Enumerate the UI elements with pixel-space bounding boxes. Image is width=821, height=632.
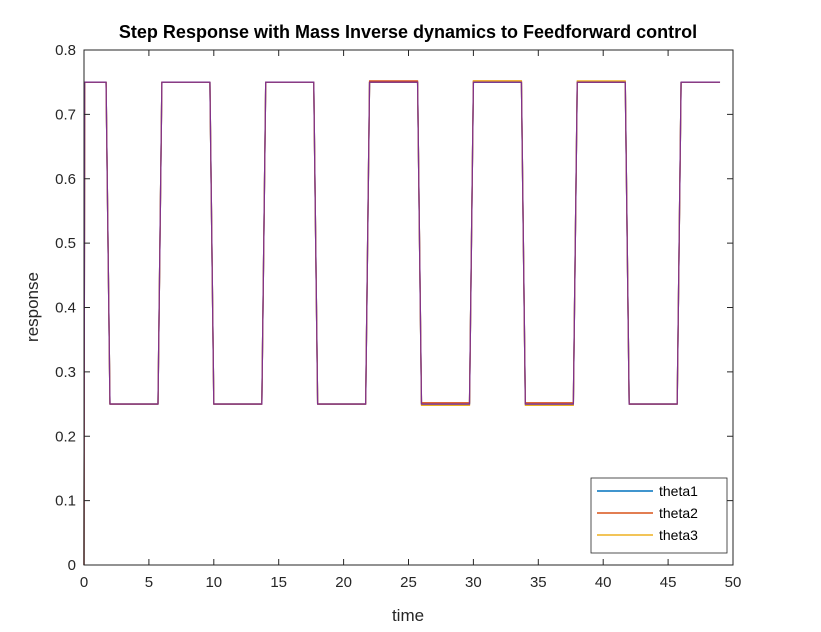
x-tick-label: 0 [80, 574, 88, 591]
chart-title: Step Response with Mass Inverse dynamics… [119, 22, 697, 42]
x-tick-label: 40 [595, 574, 612, 591]
y-tick-label: 0.7 [55, 106, 76, 123]
x-tick-label: 20 [335, 574, 352, 591]
x-ticks: 0 5 10 15 20 25 30 35 40 45 50 [80, 50, 742, 591]
legend-label-theta3: theta3 [659, 527, 698, 543]
y-tick-label: 0.5 [55, 235, 76, 252]
y-tick-label: 0.3 [55, 364, 76, 381]
y-tick-label: 0.4 [55, 300, 76, 317]
legend-label-theta1: theta1 [659, 483, 698, 499]
x-tick-label: 45 [660, 574, 677, 591]
legend: theta1 theta2 theta3 [590, 477, 728, 554]
x-axis-label: time [392, 606, 424, 625]
legend-label-theta2: theta2 [659, 505, 698, 521]
x-tick-label: 5 [145, 574, 153, 591]
x-tick-label: 10 [205, 574, 222, 591]
x-tick-label: 30 [465, 574, 482, 591]
x-tick-label: 25 [400, 574, 417, 591]
x-tick-label: 15 [270, 574, 287, 591]
y-tick-label: 0.1 [55, 493, 76, 510]
x-tick-label: 50 [725, 574, 742, 591]
series-group [83, 80, 721, 566]
y-tick-label: 0 [68, 557, 76, 574]
series-line-4 [83, 81, 721, 566]
y-tick-label: 0.2 [55, 428, 76, 445]
x-tick-label: 35 [530, 574, 547, 591]
y-tick-label: 0.6 [55, 171, 76, 188]
y-tick-label: 0.8 [55, 42, 76, 59]
y-axis-label: response [23, 272, 42, 342]
y-ticks: 0 0.1 0.2 0.3 0.4 0.5 0.6 0.7 0.8 [55, 42, 733, 574]
